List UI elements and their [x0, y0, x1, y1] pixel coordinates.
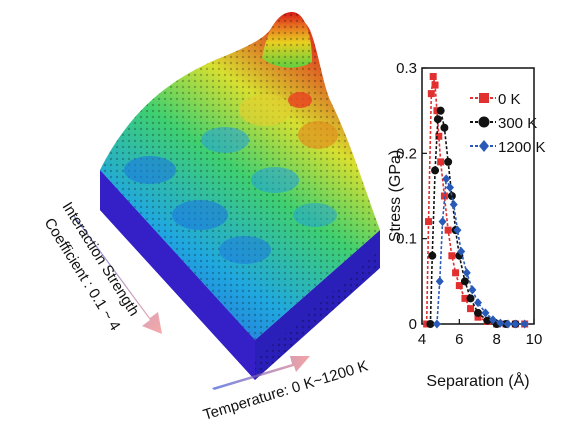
- data-point-1200-k: [462, 268, 471, 278]
- data-point-1200-k: [520, 319, 529, 329]
- data-point-0-k: [467, 305, 475, 313]
- data-point-300-k: [444, 157, 453, 166]
- data-point-0-k: [444, 226, 452, 234]
- x-tick-label: 8: [492, 331, 500, 348]
- data-point-1200-k: [468, 285, 477, 295]
- interaction-surface-illustration: Interaction Strength Coefficient : 0.1 ~…: [41, 12, 380, 424]
- plot-frame: [421, 67, 535, 325]
- data-point-0-k: [452, 269, 460, 277]
- data-point-1200-k: [453, 225, 462, 235]
- data-point-0-k: [437, 158, 445, 166]
- legend-label: 0 K: [498, 91, 521, 108]
- data-point-300-k: [431, 166, 440, 175]
- y-tick-label: 0.1: [396, 231, 417, 248]
- graphene-surface: [100, 12, 380, 341]
- data-point-0-k: [440, 192, 448, 200]
- x-axis-label: Separation (Å): [426, 371, 529, 390]
- x-tick-label: 4: [418, 331, 426, 348]
- data-point-300-k: [426, 320, 435, 328]
- substrate-layers: [100, 170, 380, 380]
- data-point-300-k: [433, 115, 442, 124]
- data-point-0-k: [461, 294, 469, 302]
- y-tick-label: 0.2: [396, 145, 417, 162]
- legend-marker: [478, 116, 490, 128]
- data-point-300-k: [447, 192, 456, 200]
- data-point-1200-k: [446, 182, 454, 192]
- data-point-1200-k: [481, 308, 490, 318]
- data-point-0-k: [435, 132, 443, 140]
- legend-label: 300 K: [498, 115, 537, 132]
- data-point-300-k: [466, 294, 475, 303]
- data-point-300-k: [440, 123, 449, 132]
- x-tick-label: 6: [455, 331, 463, 348]
- legend-label: 1200 K: [498, 139, 546, 156]
- data-point-300-k: [474, 308, 482, 317]
- data-point-1200-k: [442, 174, 451, 184]
- data-point-1200-k: [449, 200, 458, 210]
- data-point-1200-k: [503, 319, 512, 329]
- temperature-arrow: [212, 356, 310, 390]
- data-series: [423, 73, 529, 329]
- x-tick-label: 10: [526, 331, 543, 348]
- data-point-1200-k: [438, 217, 447, 227]
- data-point-1200-k: [488, 315, 497, 325]
- y-tick-label: 0: [409, 316, 417, 333]
- legend: 0 K 300 K 1200 K: [470, 91, 546, 156]
- data-point-300-k: [460, 277, 469, 286]
- interaction-strength-arrow: [74, 215, 162, 334]
- data-point-0-k: [427, 90, 435, 98]
- data-point-300-k: [428, 251, 437, 260]
- data-point-0-k: [425, 218, 433, 226]
- data-point-0-k: [455, 282, 463, 290]
- axis-ticks: 4 6 8 10 0 0.1 0.2 0.3: [396, 60, 542, 348]
- data-point-1200-k: [511, 319, 520, 329]
- data-point-0-k: [431, 81, 439, 89]
- data-point-1200-k: [435, 276, 444, 286]
- data-point-1200-k: [474, 298, 482, 308]
- data-point-1200-k: [496, 318, 505, 328]
- legend-marker: [479, 93, 489, 103]
- data-point-0-k: [429, 73, 437, 81]
- data-point-300-k: [483, 316, 492, 325]
- y-axis-label: Stress (GPa): [387, 150, 404, 242]
- stress-separation-chart: 4 6 8 10 0 0.1 0.2 0.3 0 K 300 K 1200 K Separatio…: [387, 60, 546, 390]
- data-point-0-k: [474, 313, 482, 321]
- y-tick-label: 0.3: [396, 60, 417, 77]
- legend-marker: [479, 140, 489, 152]
- data-point-0-k: [448, 252, 456, 260]
- data-point-1200-k: [457, 246, 466, 256]
- data-point-1200-k: [432, 319, 441, 329]
- data-point-300-k: [436, 106, 445, 115]
